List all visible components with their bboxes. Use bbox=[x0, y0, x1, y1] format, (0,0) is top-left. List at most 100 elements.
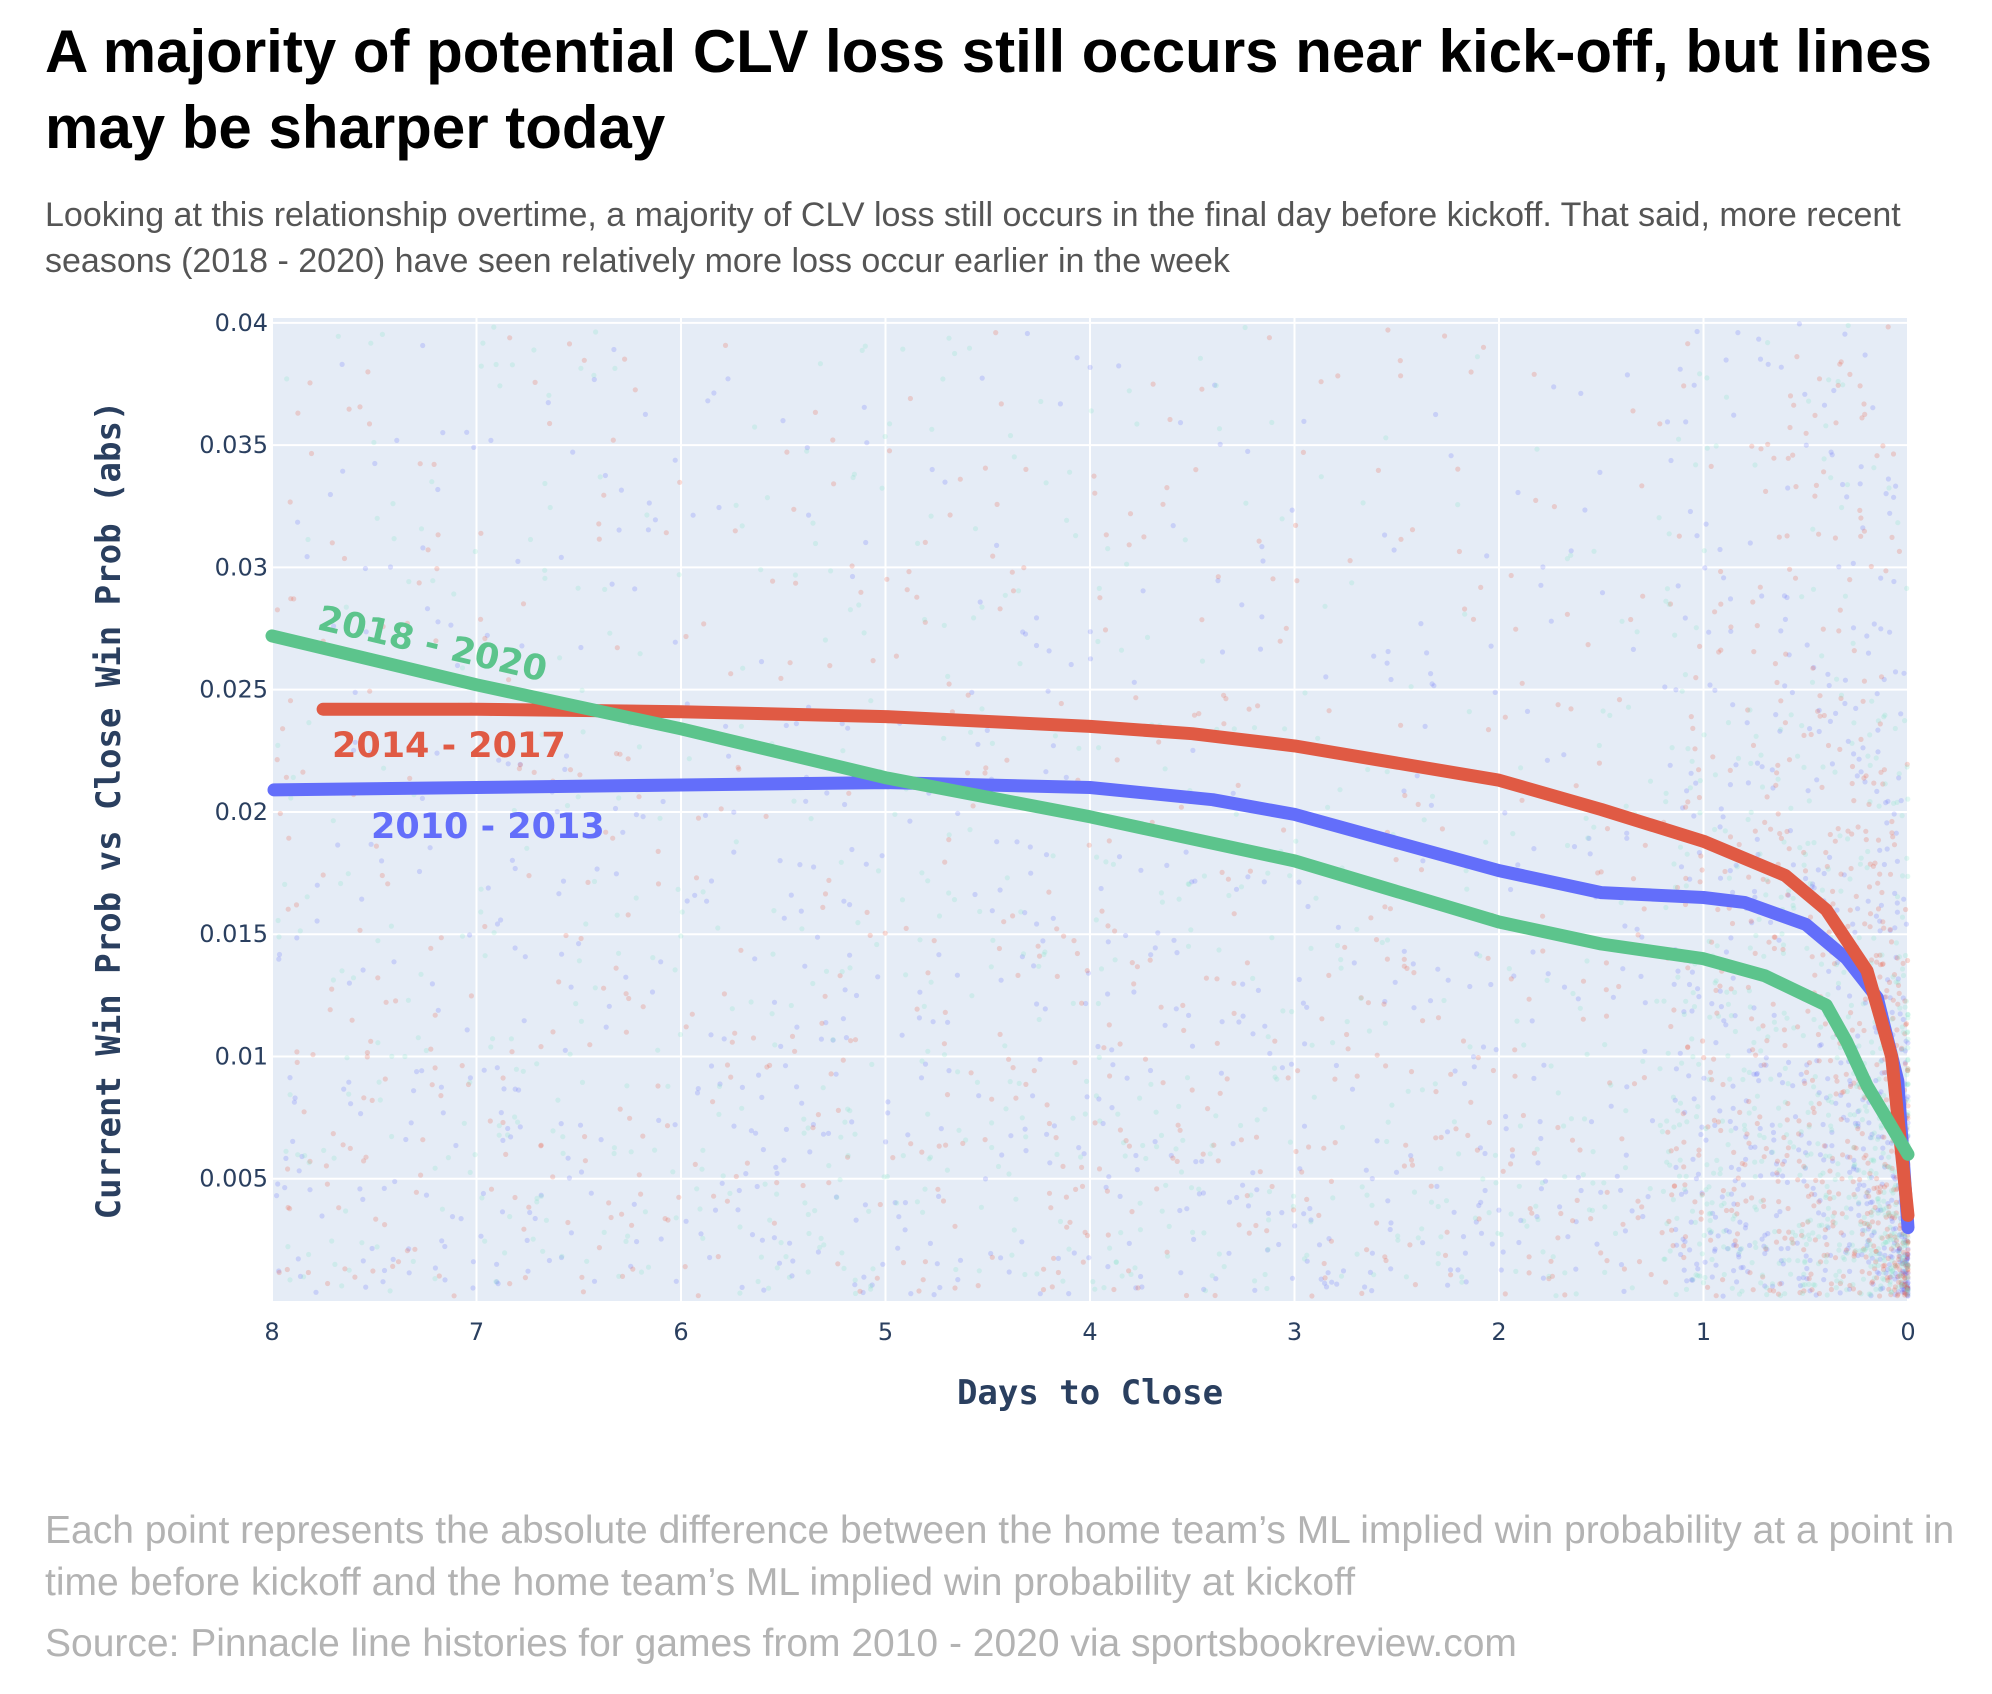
scatter-point bbox=[1823, 423, 1829, 429]
scatter-point bbox=[1730, 1105, 1736, 1111]
scatter-point bbox=[1782, 720, 1788, 726]
scatter-point bbox=[1154, 1144, 1160, 1150]
scatter-point bbox=[1116, 363, 1122, 369]
scatter-point bbox=[1858, 1291, 1864, 1297]
scatter-point bbox=[1854, 773, 1860, 779]
scatter-point bbox=[1840, 1254, 1846, 1261]
scatter-point bbox=[1852, 1161, 1858, 1167]
scatter-point bbox=[1758, 446, 1764, 452]
scatter-point bbox=[1893, 1182, 1899, 1188]
scatter-point bbox=[584, 1258, 590, 1264]
scatter-point bbox=[1283, 625, 1289, 631]
scatter-point bbox=[567, 767, 574, 773]
scatter-point bbox=[1660, 1188, 1666, 1194]
scatter-point bbox=[381, 765, 387, 771]
scatter-point bbox=[1899, 1231, 1905, 1238]
scatter-point bbox=[1296, 879, 1302, 885]
scatter-point bbox=[1900, 1239, 1907, 1245]
scatter-point bbox=[1863, 773, 1869, 779]
scatter-point bbox=[1727, 767, 1733, 774]
scatter-point bbox=[1869, 1219, 1875, 1225]
scatter-point bbox=[645, 527, 652, 533]
scatter-point bbox=[1904, 1285, 1910, 1292]
scatter-point bbox=[1905, 1011, 1911, 1017]
scatter-point bbox=[1451, 1209, 1457, 1215]
scatter-point bbox=[1861, 1247, 1867, 1254]
scatter-point bbox=[1009, 569, 1015, 575]
scatter-point bbox=[675, 886, 681, 893]
scatter-point bbox=[1079, 1183, 1086, 1189]
scatter-point bbox=[1365, 1000, 1371, 1006]
scatter-point bbox=[610, 835, 616, 841]
scatter-point bbox=[1291, 1193, 1297, 1199]
scatter-point bbox=[438, 1093, 444, 1099]
scatter-point bbox=[1871, 465, 1877, 471]
scatter-point bbox=[611, 1145, 618, 1151]
scatter-point bbox=[1046, 1190, 1053, 1196]
scatter-point bbox=[1904, 1082, 1910, 1088]
scatter-point bbox=[650, 955, 656, 961]
scatter-point bbox=[664, 1123, 671, 1129]
scatter-point bbox=[1683, 1173, 1689, 1179]
scatter-point bbox=[1825, 1225, 1831, 1231]
scatter-point bbox=[1761, 953, 1767, 959]
scatter-point bbox=[1129, 960, 1135, 966]
scatter-point bbox=[1117, 1127, 1123, 1133]
scatter-point bbox=[352, 689, 358, 696]
scatter-point bbox=[1877, 1286, 1883, 1292]
scatter-point bbox=[998, 977, 1004, 983]
scatter-point bbox=[1086, 842, 1092, 848]
scatter-point bbox=[1847, 577, 1853, 583]
scatter-point bbox=[1676, 436, 1682, 442]
scatter-point bbox=[1870, 863, 1876, 869]
scatter-point bbox=[1893, 940, 1899, 946]
scatter-point bbox=[1837, 833, 1843, 839]
scatter-point bbox=[782, 1063, 789, 1069]
scatter-point bbox=[1230, 790, 1236, 796]
scatter-point bbox=[721, 991, 728, 997]
scatter-point bbox=[1240, 1013, 1246, 1019]
scatter-point bbox=[487, 1118, 493, 1124]
scatter-point bbox=[1904, 1261, 1910, 1267]
scatter-point bbox=[1861, 1246, 1867, 1252]
scatter-point bbox=[1724, 989, 1730, 995]
scatter-point bbox=[1883, 568, 1889, 574]
scatter-point bbox=[841, 1265, 847, 1271]
scatter-point bbox=[1879, 1070, 1885, 1076]
scatter-point bbox=[368, 749, 374, 756]
scatter-point bbox=[1334, 1281, 1340, 1287]
scatter-point bbox=[1765, 361, 1771, 367]
scatter-point bbox=[1561, 984, 1568, 990]
scatter-point bbox=[1905, 1284, 1911, 1290]
scatter-point bbox=[845, 1153, 851, 1159]
scatter-point bbox=[748, 999, 754, 1005]
scatter-point bbox=[416, 868, 423, 875]
scatter-point bbox=[370, 735, 376, 741]
scatter-point bbox=[408, 1120, 414, 1126]
scatter-point bbox=[930, 1019, 936, 1025]
scatter-point bbox=[1809, 1287, 1815, 1293]
scatter-point bbox=[853, 992, 860, 999]
scatter-point bbox=[1602, 1269, 1608, 1275]
scatter-point bbox=[1669, 1192, 1675, 1198]
scatter-point bbox=[1868, 1263, 1874, 1269]
scatter-point bbox=[1622, 923, 1628, 929]
scatter-point bbox=[1882, 1262, 1888, 1268]
scatter-point bbox=[1892, 1287, 1898, 1293]
scatter-point bbox=[1799, 594, 1805, 600]
scatter-point bbox=[1893, 1264, 1899, 1270]
scatter-point bbox=[1856, 1107, 1862, 1114]
scatter-point bbox=[672, 1122, 678, 1128]
scatter-point bbox=[1857, 861, 1863, 867]
scatter-point bbox=[984, 727, 990, 734]
scatter-point bbox=[1811, 885, 1817, 891]
scatter-point bbox=[1218, 1070, 1224, 1076]
scatter-point bbox=[1046, 1120, 1052, 1127]
scatter-point bbox=[1891, 494, 1897, 500]
scatter-point bbox=[1746, 988, 1752, 994]
scatter-point bbox=[1894, 858, 1900, 864]
scatter-point bbox=[885, 1110, 891, 1116]
scatter-point bbox=[1884, 846, 1890, 852]
scatter-point bbox=[1754, 623, 1760, 629]
scatter-point bbox=[1573, 1219, 1579, 1225]
